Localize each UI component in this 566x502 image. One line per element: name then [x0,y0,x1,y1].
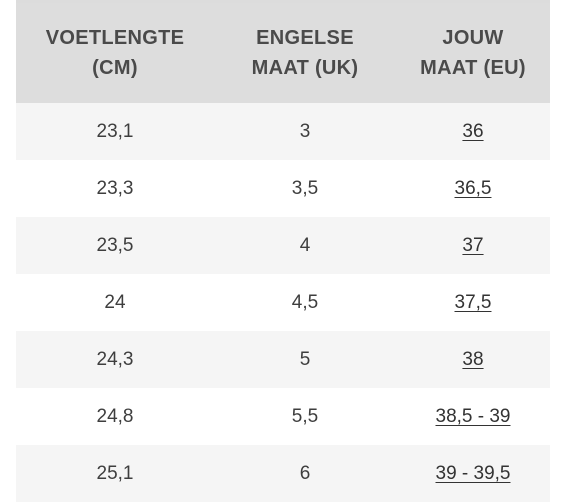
table-row: 25,1 6 39 - 39,5 [16,445,550,502]
eu-size-link[interactable]: 36 [462,120,484,142]
foot-length-cell: 23,3 [96,177,134,199]
header-uk-size-line1: ENGELSE [256,27,354,49]
eu-size-link[interactable]: 37 [462,234,484,256]
foot-length-cell: 23,5 [96,234,134,256]
header-foot-length: VOETLENGTE (CM) [16,3,214,103]
uk-size-cell: 3 [299,120,311,142]
table-header: VOETLENGTE (CM) ENGELSE MAAT (UK) JOUW M… [16,3,550,103]
foot-length-cell: 24,8 [96,405,134,427]
table-row: 23,3 3,5 36,5 [16,160,550,217]
header-uk-size-line2: MAAT (UK) [251,57,359,79]
top-divider [16,0,550,3]
eu-size-link[interactable]: 38 [462,348,484,370]
size-chart-table: VOETLENGTE (CM) ENGELSE MAAT (UK) JOUW M… [16,3,550,502]
header-foot-length-line2: (CM) [92,57,138,79]
table-row: 23,5 4 37 [16,217,550,274]
foot-length-cell: 24,3 [96,348,134,370]
header-eu-size: JOUW MAAT (EU) [396,3,550,103]
foot-length-cell: 24 [104,291,126,313]
uk-size-cell: 3,5 [291,177,319,199]
header-uk-size: ENGELSE MAAT (UK) [214,3,396,103]
foot-length-cell: 23,1 [96,120,134,142]
uk-size-cell: 4,5 [291,291,319,313]
header-eu-size-line1: JOUW [442,27,504,49]
eu-size-link[interactable]: 37,5 [454,291,492,313]
uk-size-cell: 5,5 [291,405,319,427]
table-row: 24,3 5 38 [16,331,550,388]
header-eu-size-line2: MAAT (EU) [420,57,526,79]
table-row: 23,1 3 36 [16,103,550,160]
eu-size-link[interactable]: 39 - 39,5 [435,462,511,484]
foot-length-cell: 25,1 [96,462,134,484]
uk-size-cell: 6 [299,462,311,484]
eu-size-link[interactable]: 38,5 - 39 [435,405,511,427]
uk-size-cell: 4 [299,234,311,256]
table-row: 24,8 5,5 38,5 - 39 [16,388,550,445]
table-row: 24 4,5 37,5 [16,274,550,331]
eu-size-link[interactable]: 36,5 [454,177,492,199]
uk-size-cell: 5 [299,348,311,370]
header-foot-length-line1: VOETLENGTE [45,27,185,49]
